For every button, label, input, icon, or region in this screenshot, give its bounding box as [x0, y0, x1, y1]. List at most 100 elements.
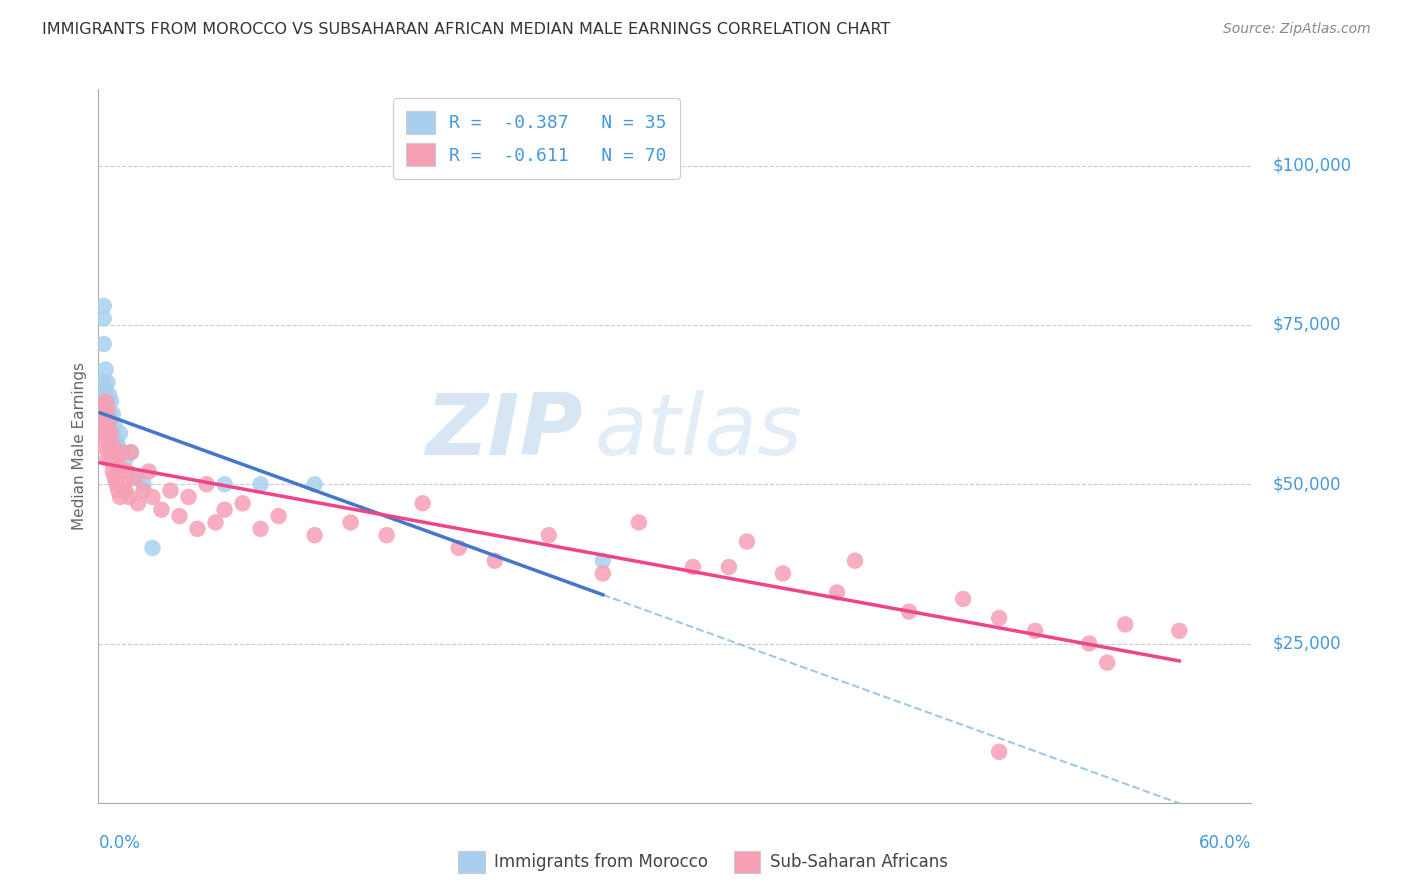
Point — [101, 439, 124, 453]
Point — [91, 413, 114, 427]
Point — [304, 477, 326, 491]
Point — [98, 388, 121, 402]
Text: $100,000: $100,000 — [1272, 157, 1351, 175]
Point — [304, 528, 326, 542]
Point — [150, 502, 173, 516]
Point — [98, 439, 121, 453]
Text: $50,000: $50,000 — [1272, 475, 1341, 493]
Point — [772, 566, 794, 581]
Point — [96, 413, 118, 427]
Point — [112, 477, 135, 491]
Point — [1097, 656, 1119, 670]
Point — [108, 490, 131, 504]
Point — [94, 362, 117, 376]
Point — [141, 541, 163, 555]
Point — [952, 591, 974, 606]
Point — [104, 439, 127, 453]
Point — [105, 433, 128, 447]
Point — [89, 388, 111, 402]
Point — [107, 483, 129, 498]
Point — [898, 605, 921, 619]
Point — [159, 483, 181, 498]
Point — [96, 376, 118, 390]
Text: IMMIGRANTS FROM MOROCCO VS SUBSAHARAN AFRICAN MEDIAN MALE EARNINGS CORRELATION C: IMMIGRANTS FROM MOROCCO VS SUBSAHARAN AF… — [42, 22, 890, 37]
Point — [89, 426, 111, 441]
Point — [1114, 617, 1136, 632]
Point — [100, 394, 122, 409]
Point — [844, 554, 866, 568]
Point — [682, 560, 704, 574]
Text: 60.0%: 60.0% — [1199, 834, 1251, 852]
Point — [249, 477, 271, 491]
Point — [93, 337, 115, 351]
Point — [100, 426, 122, 441]
Y-axis label: Median Male Earnings: Median Male Earnings — [72, 362, 87, 530]
Point — [101, 426, 124, 441]
Point — [169, 509, 191, 524]
Point — [214, 477, 236, 491]
Point — [101, 465, 124, 479]
Point — [138, 465, 160, 479]
Point — [825, 585, 848, 599]
Point — [93, 426, 115, 441]
Point — [105, 477, 128, 491]
Point — [93, 299, 115, 313]
Point — [101, 407, 124, 421]
Point — [93, 401, 115, 415]
Point — [100, 433, 122, 447]
Text: Source: ZipAtlas.com: Source: ZipAtlas.com — [1223, 22, 1371, 37]
Point — [96, 401, 118, 415]
Point — [104, 471, 127, 485]
Point — [186, 522, 208, 536]
Text: $25,000: $25,000 — [1272, 634, 1341, 653]
Point — [447, 541, 470, 555]
Point — [100, 451, 122, 466]
Point — [111, 445, 134, 459]
Legend: R =  -0.387   N = 35, R =  -0.611   N = 70: R = -0.387 N = 35, R = -0.611 N = 70 — [394, 98, 679, 179]
Point — [91, 439, 114, 453]
Text: atlas: atlas — [595, 390, 803, 474]
Text: ZIP: ZIP — [425, 390, 582, 474]
Point — [627, 516, 650, 530]
Point — [132, 477, 155, 491]
Point — [94, 382, 117, 396]
Point — [412, 496, 434, 510]
Point — [107, 458, 129, 472]
Point — [98, 413, 121, 427]
Point — [484, 554, 506, 568]
Text: $75,000: $75,000 — [1272, 316, 1341, 334]
Point — [231, 496, 254, 510]
Point — [114, 483, 136, 498]
Point — [93, 311, 115, 326]
Point — [195, 477, 218, 491]
Point — [592, 554, 614, 568]
Point — [267, 509, 290, 524]
Point — [94, 420, 117, 434]
Point — [339, 516, 361, 530]
Point — [91, 376, 114, 390]
Point — [94, 394, 117, 409]
Point — [98, 407, 121, 421]
Point — [96, 451, 118, 466]
Point — [98, 426, 121, 441]
Point — [117, 465, 138, 479]
Point — [132, 483, 155, 498]
Point — [96, 394, 118, 409]
Point — [107, 439, 129, 453]
Point — [249, 522, 271, 536]
Point — [91, 401, 114, 415]
Point — [537, 528, 560, 542]
Point — [988, 611, 1011, 625]
Point — [104, 445, 127, 459]
Text: 0.0%: 0.0% — [98, 834, 141, 852]
Point — [104, 420, 127, 434]
Point — [100, 413, 122, 427]
Legend: Immigrants from Morocco, Sub-Saharan Africans: Immigrants from Morocco, Sub-Saharan Afr… — [451, 845, 955, 880]
Point — [214, 502, 236, 516]
Point — [592, 566, 614, 581]
Point — [735, 534, 758, 549]
Point — [120, 445, 142, 459]
Point — [1078, 636, 1101, 650]
Point — [105, 451, 128, 466]
Point — [988, 745, 1011, 759]
